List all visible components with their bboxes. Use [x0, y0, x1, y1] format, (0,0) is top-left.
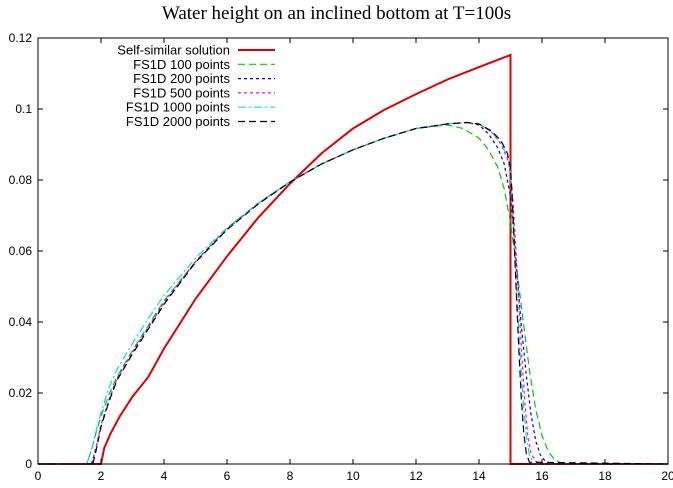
x-tick-label: 10 — [346, 469, 360, 483]
legend-label: FS1D 100 points — [133, 57, 230, 72]
series-line — [38, 121, 668, 465]
series-line — [38, 53, 668, 465]
series-line — [38, 121, 668, 465]
x-tick-label: 18 — [598, 469, 612, 483]
series-line — [38, 121, 669, 465]
y-tick-label: 0.04 — [9, 315, 33, 329]
series-group — [38, 53, 669, 465]
x-tick-label: 4 — [161, 469, 168, 483]
y-tick-label: 0.06 — [9, 244, 33, 258]
chart-title: Water height on an inclined bottom at T=… — [161, 3, 512, 24]
x-tick-label: 6 — [224, 469, 231, 483]
legend-label: FS1D 2000 points — [126, 114, 231, 129]
series-line — [38, 124, 668, 465]
series-line — [38, 121, 668, 465]
x-tick-label: 12 — [409, 469, 423, 483]
x-tick-label: 16 — [535, 469, 549, 483]
y-tick-label: 0.12 — [9, 31, 33, 45]
x-tick-label: 20 — [661, 469, 673, 483]
legend-label: FS1D 1000 points — [126, 100, 231, 115]
x-tick-label: 8 — [287, 469, 294, 483]
legend-label: Self-similar solution — [117, 43, 230, 58]
x-tick-label: 0 — [35, 469, 42, 483]
y-tick-label: 0.1 — [15, 102, 32, 116]
legend-label: FS1D 500 points — [133, 85, 230, 100]
x-tick-label: 2 — [98, 469, 105, 483]
y-tick-label: 0.02 — [9, 386, 33, 400]
legend-label: FS1D 200 points — [133, 71, 230, 86]
y-tick-label: 0.08 — [9, 173, 33, 187]
x-tick-label: 14 — [472, 469, 486, 483]
tick-group: 0 2 4 6 8 10 12 14 16 18 20 0 0.02 0.04 0.06 0.08 0.1 0.1… — [9, 31, 673, 483]
y-tick-label: 0 — [25, 457, 32, 471]
